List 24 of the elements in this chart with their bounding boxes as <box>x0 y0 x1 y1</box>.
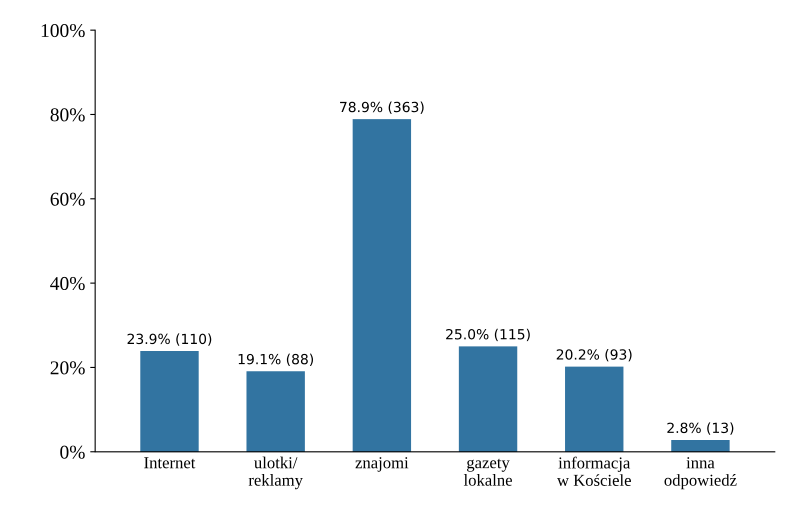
data-label: 23.9% (110) <box>128 333 212 346</box>
x-tick-label: ulotki/ reklamy <box>248 456 303 490</box>
x-tick-label: inna odpowiedź <box>664 457 737 490</box>
bar <box>140 351 199 452</box>
x-tick-label: znajomi <box>355 457 408 472</box>
bar <box>458 346 518 452</box>
y-tick-label: 80% <box>50 108 85 122</box>
y-tick-label: 40% <box>50 276 85 290</box>
data-label: 20.2% (93) <box>556 349 632 362</box>
bar <box>671 440 730 452</box>
bar <box>352 119 412 452</box>
x-tick-label: informacja w Kościele <box>557 456 631 486</box>
data-label: 19.1% (88) <box>238 354 314 366</box>
x-tick-label: Internet <box>144 457 196 468</box>
y-tick-label: 0% <box>60 446 85 459</box>
y-tick-label: 100% <box>42 24 85 38</box>
y-tick-label: 20% <box>50 361 85 374</box>
data-label: 2.8% (13) <box>667 422 734 435</box>
bar <box>565 366 624 452</box>
data-label: 78.9% (363) <box>340 102 424 114</box>
x-tick-label: gazety lokalne <box>464 458 512 486</box>
bar <box>246 371 305 452</box>
y-tick-label: 60% <box>50 192 85 206</box>
data-label: 25.0% (115) <box>446 328 530 342</box>
